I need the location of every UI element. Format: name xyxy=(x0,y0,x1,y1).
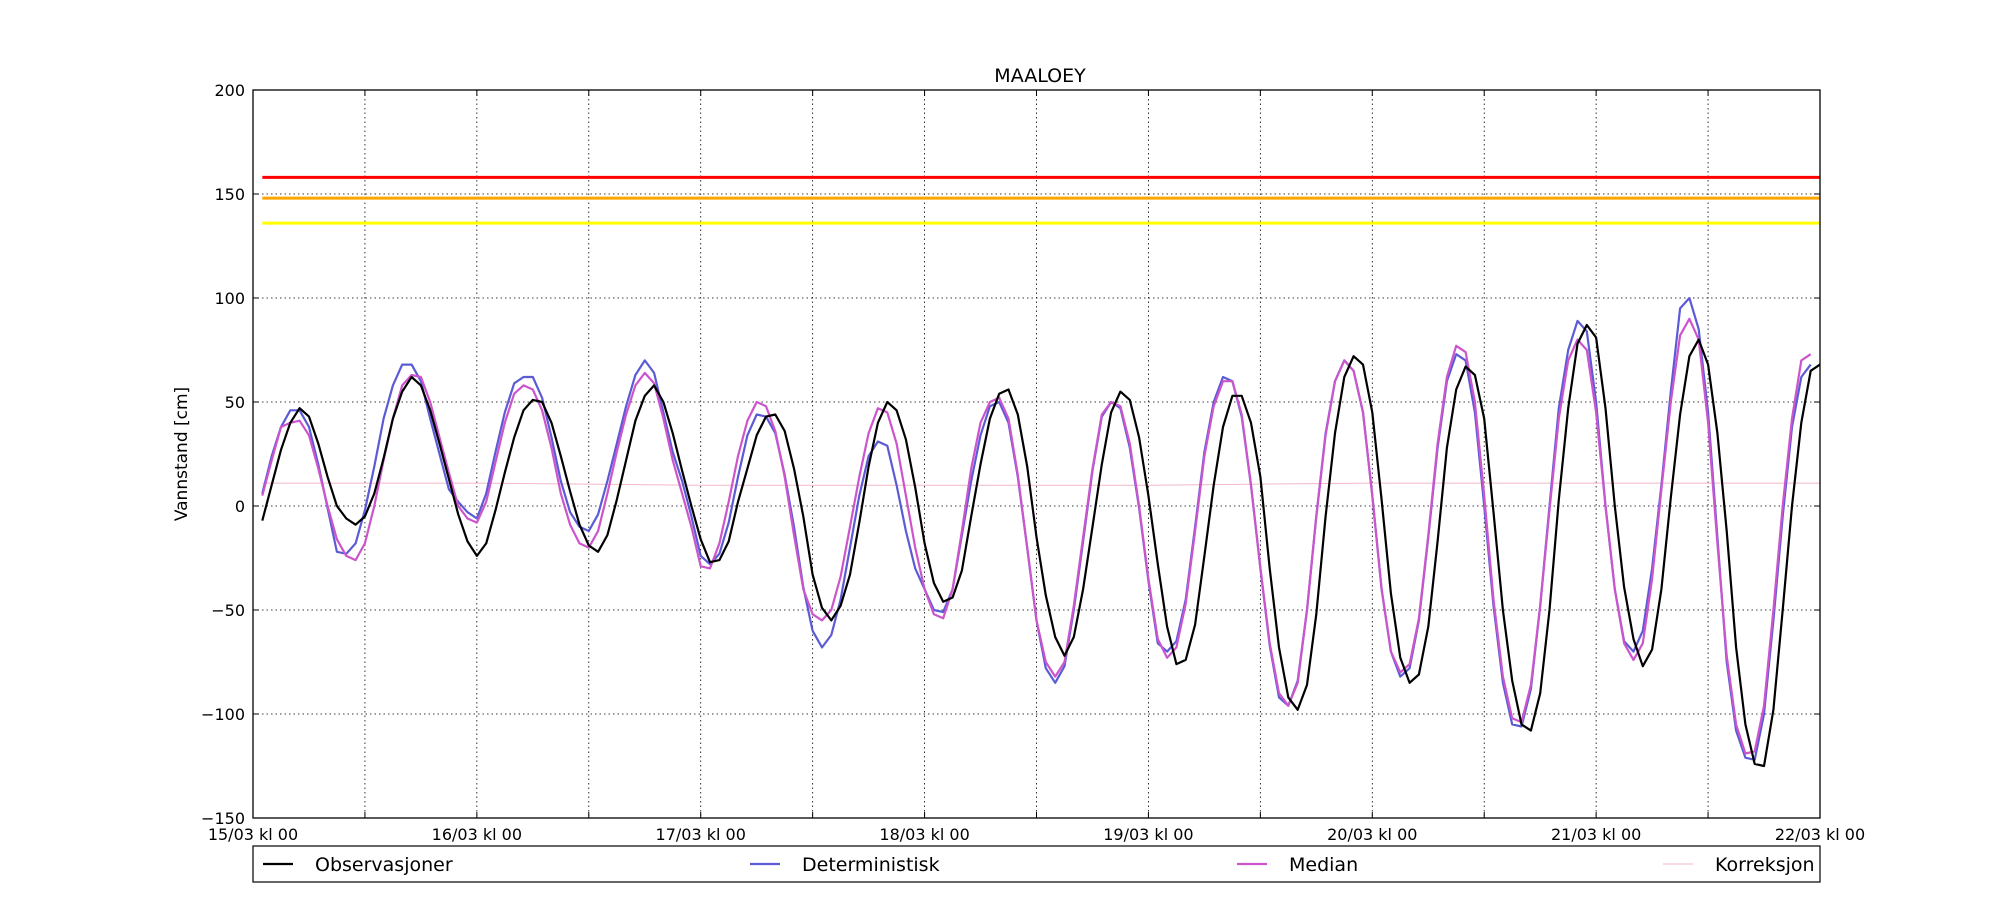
series-layer xyxy=(261,296,1821,768)
series-line-median xyxy=(261,317,1812,755)
x-tick-label: 18/03 kl 00 xyxy=(879,825,969,844)
y-tick-label: 100 xyxy=(214,289,245,308)
legend-label: Deterministisk xyxy=(802,854,940,876)
x-tick-label: 15/03 kl 00 xyxy=(208,825,298,844)
y-axis-label: Vannstand [cm] xyxy=(172,387,192,521)
x-tick-label: 19/03 kl 00 xyxy=(1103,825,1193,844)
x-tick-label: 16/03 kl 00 xyxy=(432,825,522,844)
series-line-korreksjon xyxy=(262,482,1820,486)
x-tick-label: 22/03 kl 00 xyxy=(1775,825,1865,844)
y-tick-label: 150 xyxy=(214,185,245,204)
x-tick-label: 21/03 kl 00 xyxy=(1551,825,1641,844)
x-tick-label: 20/03 kl 00 xyxy=(1327,825,1417,844)
legend: Observasjoner Deterministisk Median Korreks… xyxy=(252,845,1821,883)
x-tick-label: 17/03 kl 00 xyxy=(656,825,746,844)
legend-frame xyxy=(252,845,1821,883)
y-tick-label: 50 xyxy=(225,393,245,412)
y-tick-label: −100 xyxy=(201,705,245,724)
chart-title: MAALOEY xyxy=(994,65,1086,87)
legend-label: Observasjoner xyxy=(315,854,453,876)
legend-label: Korreksjon xyxy=(1715,854,1815,876)
y-tick-label: 200 xyxy=(214,81,245,100)
y-tick-label: 0 xyxy=(235,497,245,516)
tick-layer: −150 −100 −50 0 50 100 150 200 15/03 kl 00 16/03 … xyxy=(201,81,1865,844)
grid-layer xyxy=(253,90,1820,818)
series-line-observasjoner xyxy=(261,323,1821,768)
y-tick-label: −50 xyxy=(211,601,245,620)
y-tick-label: −150 xyxy=(201,809,245,828)
threshold-layer xyxy=(262,175,1820,225)
legend-label: Median xyxy=(1289,854,1358,876)
